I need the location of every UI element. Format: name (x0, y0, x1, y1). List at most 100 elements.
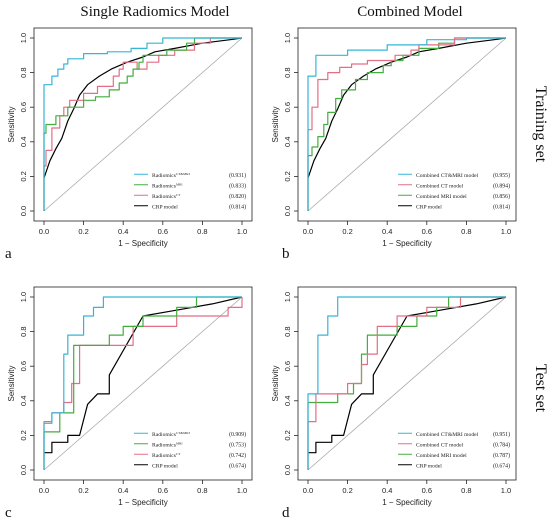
roc-curve-blue (43, 37, 242, 211)
x-tick-label: 0.6 (158, 486, 168, 495)
legend-auc: (0.820) (229, 193, 246, 200)
legend-auc: (0.955) (493, 172, 510, 179)
legend-auc: (0.856) (493, 193, 510, 200)
y-axis-label: Sensitivity (7, 106, 16, 142)
x-tick-label: 0.0 (303, 486, 313, 495)
x-tick-label: 1.0 (237, 227, 247, 236)
plot-frame (297, 286, 517, 481)
plot-frame (297, 27, 517, 222)
y-tick-label: 0.0 (283, 465, 292, 475)
roc-panel-b: 0.0 0.2 0.4 0.6 0.8 1.0 0.0 0.2 0.4 0.6 0.8 1.0 1 − … (271, 27, 517, 248)
panel-letter-b: b (282, 246, 290, 262)
legend-auc: (0.674) (229, 462, 246, 469)
x-tick-label: 0.8 (461, 486, 471, 495)
panel-letter-d: d (282, 505, 290, 521)
plot-frame (33, 27, 253, 222)
roc-panels: 0.0 0.2 0.4 0.6 0.8 1.0 0.0 0.2 0.4 0.6 0.8 1.0 1 − … (7, 27, 517, 507)
plot-frame (33, 286, 253, 481)
y-tick-label: 0.6 (19, 102, 28, 112)
roc-curve-black (44, 296, 243, 454)
y-axis-label: Sensitivity (271, 106, 280, 142)
legend-auc: (0.931) (229, 172, 246, 179)
legend-auc: (0.674) (493, 462, 510, 469)
y-tick-label: 0.4 (283, 396, 292, 406)
legend-label: RadiomicsMRI (152, 182, 183, 189)
legend-auc: (0.909) (229, 431, 246, 438)
legend: Combined CT&MRI model (0.951) Combined CT … (398, 431, 510, 469)
legend-auc: (0.833) (229, 182, 246, 189)
col-title-single: Single Radiomics Model (80, 4, 229, 20)
roc-curve-green (43, 37, 242, 211)
roc-curve-black (307, 37, 507, 179)
roc-panel-d: 0.0 0.2 0.4 0.6 0.8 1.0 0.0 0.2 0.4 0.6 0.8 1.0 1 − … (271, 286, 517, 507)
roc-curve-red (43, 37, 242, 211)
y-axis-label: Sensitivity (7, 365, 16, 401)
y-tick-label: 0.8 (283, 67, 292, 77)
legend-label: CRP model (416, 204, 442, 210)
x-axis-label: 1 − Specificity (118, 498, 168, 507)
legend-auc: (0.814) (493, 203, 510, 210)
y-tick-label: 0.6 (19, 361, 28, 371)
panel-letter-a: a (5, 246, 12, 262)
legend-label: Combined CT model (416, 183, 464, 189)
row-title-training: Training set (532, 86, 549, 163)
legend-auc: (0.753) (229, 441, 246, 448)
col-title-combined: Combined Model (357, 4, 462, 20)
legend-auc: (0.742) (229, 452, 246, 459)
y-tick-label: 0.8 (283, 326, 292, 336)
reference-diagonal (307, 296, 507, 471)
roc-curve-blue (43, 296, 242, 470)
y-tick-label: 1.0 (283, 292, 292, 302)
y-tick-label: 0.2 (19, 171, 28, 181)
legend: RadiomicsCT&MRI (0.931) RadiomicsMRI (0.833… (134, 172, 246, 210)
x-tick-label: 0.2 (342, 227, 352, 236)
x-tick-label: 1.0 (501, 486, 511, 495)
x-tick-label: 1.0 (237, 486, 247, 495)
y-tick-label: 0.8 (19, 67, 28, 77)
y-tick-label: 0.6 (283, 102, 292, 112)
roc-curve-black (308, 296, 507, 454)
legend-auc: (0.814) (229, 203, 246, 210)
legend-auc: (0.784) (493, 441, 510, 448)
legend-label: RadiomicsCT (152, 452, 181, 459)
legend-label: Combined CT model (416, 442, 464, 448)
roc-panel-a: 0.0 0.2 0.4 0.6 0.8 1.0 0.0 0.2 0.4 0.6 0.8 1.0 1 − … (7, 27, 253, 248)
x-tick-label: 0.6 (422, 227, 432, 236)
x-tick-label: 0.6 (158, 227, 168, 236)
legend-label: RadiomicsMRI (152, 441, 183, 448)
y-tick-label: 0.0 (19, 206, 28, 216)
legend-label: Combined CT&MRI model (416, 432, 479, 438)
row-title-test: Test set (532, 364, 549, 413)
legend-label: RadiomicsCT&MRI (152, 431, 191, 438)
y-tick-label: 0.8 (19, 326, 28, 336)
x-tick-label: 0.0 (39, 486, 49, 495)
roc-curve-black (43, 37, 243, 179)
legend-label: RadiomicsCT&MRI (152, 172, 191, 179)
legend-label: Combined MRI model (416, 194, 467, 200)
roc-curve-blue (307, 296, 506, 470)
legend-label: RadiomicsCT (152, 193, 181, 200)
legend-label: Combined MRI model (416, 453, 467, 459)
legend: Combined CT&MRI model (0.955) Combined CT … (398, 172, 510, 210)
x-axis-label: 1 − Specificity (118, 239, 168, 248)
legend-auc: (0.894) (493, 182, 510, 189)
y-tick-label: 0.2 (283, 171, 292, 181)
reference-diagonal (43, 37, 243, 212)
reference-diagonal (307, 37, 507, 212)
x-tick-label: 0.0 (39, 227, 49, 236)
x-tick-label: 0.4 (382, 486, 392, 495)
legend-label: CRP model (416, 463, 442, 469)
legend-label: CRP model (152, 463, 178, 469)
roc-curve-green (43, 296, 242, 470)
y-tick-label: 0.2 (19, 430, 28, 440)
x-tick-label: 1.0 (501, 227, 511, 236)
y-tick-label: 0.2 (283, 430, 292, 440)
x-tick-label: 0.8 (461, 227, 471, 236)
x-tick-label: 0.8 (197, 486, 207, 495)
x-tick-label: 0.4 (382, 227, 392, 236)
legend-label: CRP model (152, 204, 178, 210)
panel-letter-c: c (5, 505, 12, 521)
x-tick-label: 0.2 (78, 227, 88, 236)
legend: RadiomicsCT&MRI (0.909) RadiomicsMRI (0.753… (134, 431, 246, 469)
